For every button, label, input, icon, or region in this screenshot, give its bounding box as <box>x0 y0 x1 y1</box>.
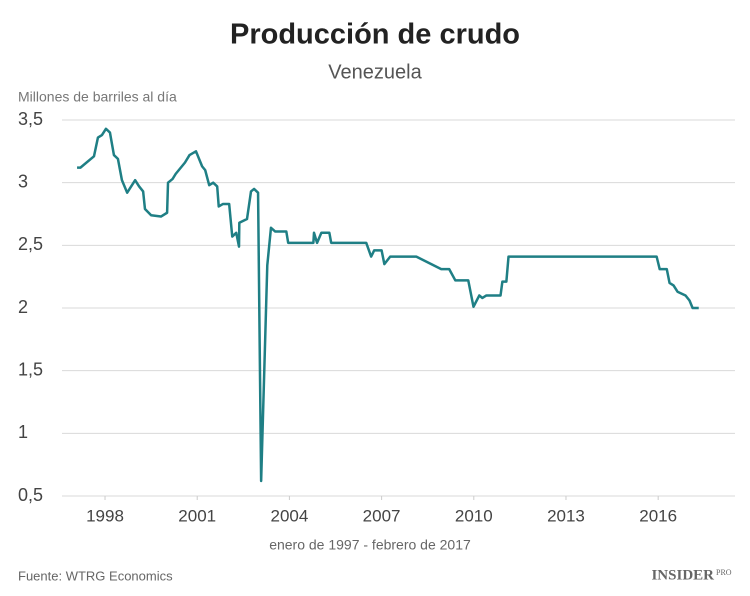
x-tick-label: 1998 <box>86 506 124 525</box>
x-tick-label: 2007 <box>363 506 401 525</box>
x-tick-label: 2013 <box>547 506 585 525</box>
y-tick-label: 3 <box>18 171 28 191</box>
source: Fuente: WTRG Economics <box>18 568 173 583</box>
x-tick-label: 2001 <box>178 506 216 525</box>
y-tick-label: 0,5 <box>18 485 43 505</box>
y-tick-label: 1,5 <box>18 359 43 379</box>
x-axis-label: enero de 1997 - febrero de 2017 <box>269 537 471 553</box>
x-tick-label: 2004 <box>270 506 308 525</box>
y-tick-label: 2 <box>18 297 28 317</box>
brand: INSIDER <box>651 567 714 583</box>
y-tick-label: 1 <box>18 422 28 442</box>
y-tick-label: 2,5 <box>18 234 43 254</box>
y-tick-label: 3,5 <box>18 109 43 129</box>
chart-title: Producción de crudo <box>230 19 520 51</box>
chart-subtitle: Venezuela <box>328 61 422 83</box>
y-axis-label: Millones de barriles al día <box>18 89 177 105</box>
data-line <box>77 127 699 483</box>
x-tick-label: 2016 <box>639 506 677 525</box>
brand-suffix: PRO <box>716 568 732 577</box>
x-tick-label: 2010 <box>455 506 493 525</box>
